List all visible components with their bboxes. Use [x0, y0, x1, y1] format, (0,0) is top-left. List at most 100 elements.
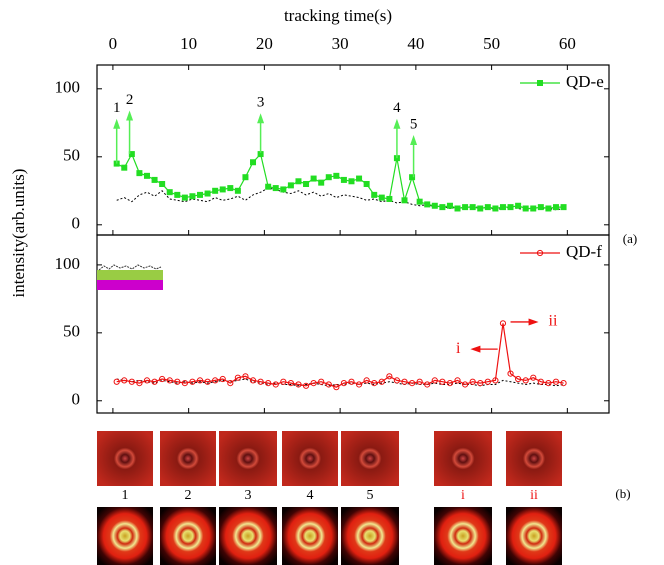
image-label: 4 — [307, 488, 314, 503]
marker — [522, 205, 529, 212]
marker — [492, 205, 499, 212]
marker — [439, 378, 446, 385]
marker — [143, 172, 150, 179]
image-label: 2 — [185, 488, 192, 503]
marker — [484, 204, 491, 211]
arrow-head — [257, 113, 265, 124]
marker — [431, 202, 438, 209]
legend-label: QD-f — [566, 242, 602, 261]
marker — [340, 380, 348, 387]
marker — [545, 380, 552, 387]
y-tick-label: 0 — [72, 390, 81, 409]
marker — [408, 380, 416, 387]
marker — [310, 380, 317, 387]
marker — [249, 377, 257, 384]
marker — [507, 204, 514, 211]
marker — [325, 174, 332, 181]
marker — [424, 201, 431, 208]
arrow-head — [393, 118, 401, 129]
marker — [219, 375, 226, 383]
marker — [537, 204, 544, 211]
annotation: 5 — [410, 116, 418, 132]
marker — [552, 204, 559, 211]
image-label: i — [461, 488, 465, 503]
annotation: 3 — [257, 95, 265, 111]
image-label: 5 — [367, 488, 374, 503]
marker — [287, 380, 294, 387]
marker — [537, 378, 544, 385]
marker — [507, 370, 514, 377]
marker — [159, 181, 166, 187]
image-label: ii — [530, 488, 538, 503]
marker — [234, 187, 241, 194]
marker — [250, 159, 257, 166]
marker — [325, 381, 332, 388]
marker — [363, 181, 370, 187]
marker — [469, 204, 476, 211]
marker — [393, 377, 401, 384]
marker — [189, 193, 196, 200]
marker — [280, 186, 287, 193]
marker — [196, 377, 204, 384]
marker — [378, 378, 385, 385]
marker — [265, 183, 272, 190]
marker — [272, 185, 279, 192]
psf-image — [341, 431, 399, 486]
marker — [318, 378, 325, 385]
marker — [257, 378, 264, 385]
simulated-image — [506, 507, 562, 565]
marker — [128, 151, 135, 158]
marker — [416, 378, 423, 385]
marker — [431, 377, 438, 384]
psf-image — [219, 431, 277, 486]
marker — [462, 204, 469, 211]
marker — [545, 205, 552, 212]
marker — [257, 151, 264, 158]
marker — [363, 377, 370, 384]
arrow-head — [470, 345, 481, 353]
marker — [401, 197, 408, 204]
marker — [371, 380, 378, 387]
marker — [355, 381, 363, 388]
marker — [121, 377, 128, 384]
plot-frame — [96, 234, 610, 414]
marker — [287, 182, 294, 189]
psf-image — [282, 431, 338, 486]
marker — [454, 377, 461, 384]
marker — [454, 205, 461, 212]
marker — [499, 204, 506, 211]
marker — [136, 170, 143, 177]
marker — [371, 191, 378, 198]
panel-label: (b) — [615, 486, 630, 501]
marker — [461, 381, 469, 388]
marker — [272, 381, 279, 388]
marker — [560, 204, 567, 211]
annotation: 1 — [113, 100, 121, 116]
marker — [522, 377, 529, 384]
annotation: 4 — [393, 100, 401, 116]
marker — [189, 378, 196, 385]
x-axis-title: tracking time(s) — [284, 6, 392, 25]
marker — [552, 378, 560, 385]
marker — [227, 185, 234, 192]
marker — [151, 378, 158, 385]
simulated-image — [97, 507, 153, 565]
panel-label: (a) — [623, 231, 637, 246]
marker — [477, 380, 484, 387]
marker — [348, 378, 355, 385]
psf-image — [506, 431, 562, 486]
inset-icon — [97, 264, 163, 290]
y-tick-label: 0 — [72, 214, 81, 233]
marker — [515, 375, 522, 383]
arrow-head — [126, 110, 134, 121]
marker — [560, 380, 567, 387]
marker — [159, 375, 166, 383]
legend-label: QD-e — [566, 72, 604, 91]
image-label: 3 — [245, 488, 252, 503]
marker — [409, 174, 416, 181]
x-tick-label: 40 — [407, 34, 424, 53]
marker — [515, 202, 522, 209]
marker — [477, 205, 484, 212]
psf-image — [434, 431, 492, 486]
